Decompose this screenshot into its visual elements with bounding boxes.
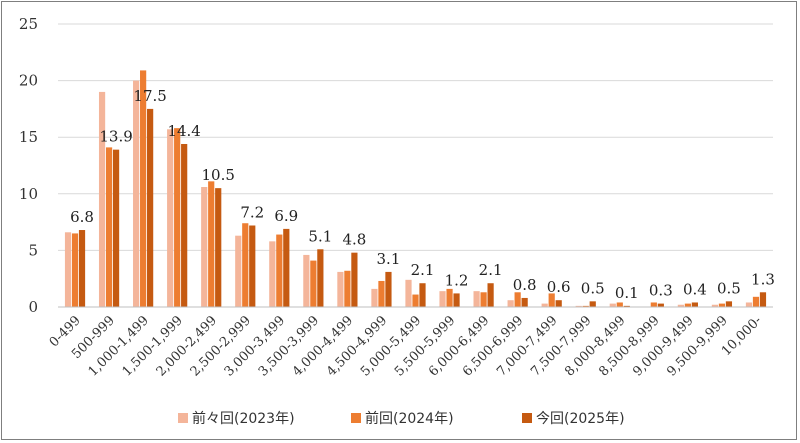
- legend-swatch: [522, 413, 532, 423]
- y-tick-label: 20: [19, 72, 38, 90]
- bar: [181, 143, 188, 307]
- data-label: 2.1: [479, 261, 503, 279]
- bar: [303, 254, 310, 307]
- data-label: 0.5: [581, 279, 605, 297]
- legend-label: 前回(2024年): [365, 410, 454, 427]
- bar: [589, 301, 596, 307]
- data-label: 3.1: [377, 250, 401, 268]
- bar: [759, 292, 767, 307]
- data-label: 5.1: [308, 227, 332, 245]
- bar: [78, 230, 86, 307]
- legend-label: 前々回(2023年): [192, 410, 295, 427]
- bar: [718, 303, 726, 307]
- data-label: 0.6: [547, 278, 571, 296]
- bar: [439, 291, 446, 307]
- bar: [112, 149, 120, 307]
- bar: [98, 91, 106, 307]
- legend-label: 今回(2025年): [536, 411, 625, 427]
- data-label: 17.5: [133, 87, 166, 105]
- bar: [283, 228, 290, 307]
- bar: [412, 294, 419, 307]
- bar: [487, 283, 494, 307]
- data-label: 2.1: [411, 261, 435, 279]
- bar: [208, 181, 215, 307]
- data-label: 0.3: [649, 282, 673, 300]
- legend-swatch: [178, 413, 188, 423]
- bar: [344, 270, 351, 307]
- data-label: 10.5: [202, 166, 235, 184]
- bar: [71, 233, 79, 307]
- bar: [609, 303, 616, 307]
- bar: [623, 305, 630, 307]
- bar: [235, 235, 242, 307]
- bar: [691, 302, 698, 307]
- bar: [677, 304, 684, 307]
- bar: [174, 128, 181, 307]
- y-tick-label: 15: [19, 128, 38, 146]
- bar: [616, 302, 623, 307]
- bar: [657, 303, 664, 307]
- bar: [745, 302, 753, 307]
- data-label: 0.1: [615, 284, 639, 302]
- bar: [133, 80, 140, 307]
- bar: [752, 296, 760, 307]
- bar: [555, 300, 562, 307]
- bar: [105, 147, 113, 307]
- y-tick-label: 5: [28, 241, 38, 259]
- data-label: 0.5: [717, 279, 741, 297]
- bar: [480, 292, 487, 307]
- bar: [249, 225, 256, 307]
- bar: [242, 223, 249, 307]
- bar: [548, 293, 555, 307]
- bar: [453, 293, 460, 307]
- bar: [378, 280, 385, 307]
- y-tick-label: 0: [28, 298, 38, 316]
- bar: [64, 232, 72, 307]
- bar: [541, 303, 548, 307]
- bar: [215, 188, 222, 307]
- data-label: 6.9: [274, 207, 298, 225]
- bar: [276, 234, 283, 307]
- bar: [317, 249, 324, 307]
- data-label: 14.4: [167, 122, 200, 140]
- bar: [446, 288, 453, 307]
- bar: [337, 271, 344, 307]
- bar: [405, 279, 412, 307]
- data-label: 4.8: [342, 231, 366, 249]
- bar: [507, 300, 514, 307]
- data-label: 7.2: [240, 203, 264, 221]
- bar: [167, 129, 174, 307]
- y-tick-label: 25: [19, 15, 38, 33]
- bar: [473, 291, 480, 307]
- bar: [140, 70, 147, 307]
- bar: [351, 252, 358, 307]
- bar: [575, 305, 582, 307]
- bar: [201, 187, 208, 307]
- bar: [310, 260, 317, 307]
- bar: [514, 292, 521, 307]
- data-label: 0.8: [513, 276, 537, 294]
- data-label: 1.2: [445, 271, 469, 289]
- bar: [725, 301, 733, 307]
- data-label: 13.9: [99, 128, 132, 146]
- bar: [684, 303, 691, 307]
- bar: [147, 108, 154, 308]
- legend-swatch: [351, 413, 361, 423]
- data-label: 0.4: [683, 280, 707, 298]
- bar: [371, 288, 378, 307]
- bar: [521, 297, 528, 307]
- bar: [650, 302, 657, 307]
- data-label: 1.3: [751, 270, 775, 288]
- bar: [269, 241, 276, 307]
- bar: [582, 305, 589, 307]
- bar: [419, 283, 426, 307]
- data-label: 6.8: [70, 208, 94, 226]
- bar: [711, 304, 719, 307]
- y-tick-label: 10: [19, 185, 38, 203]
- bar: [385, 271, 392, 307]
